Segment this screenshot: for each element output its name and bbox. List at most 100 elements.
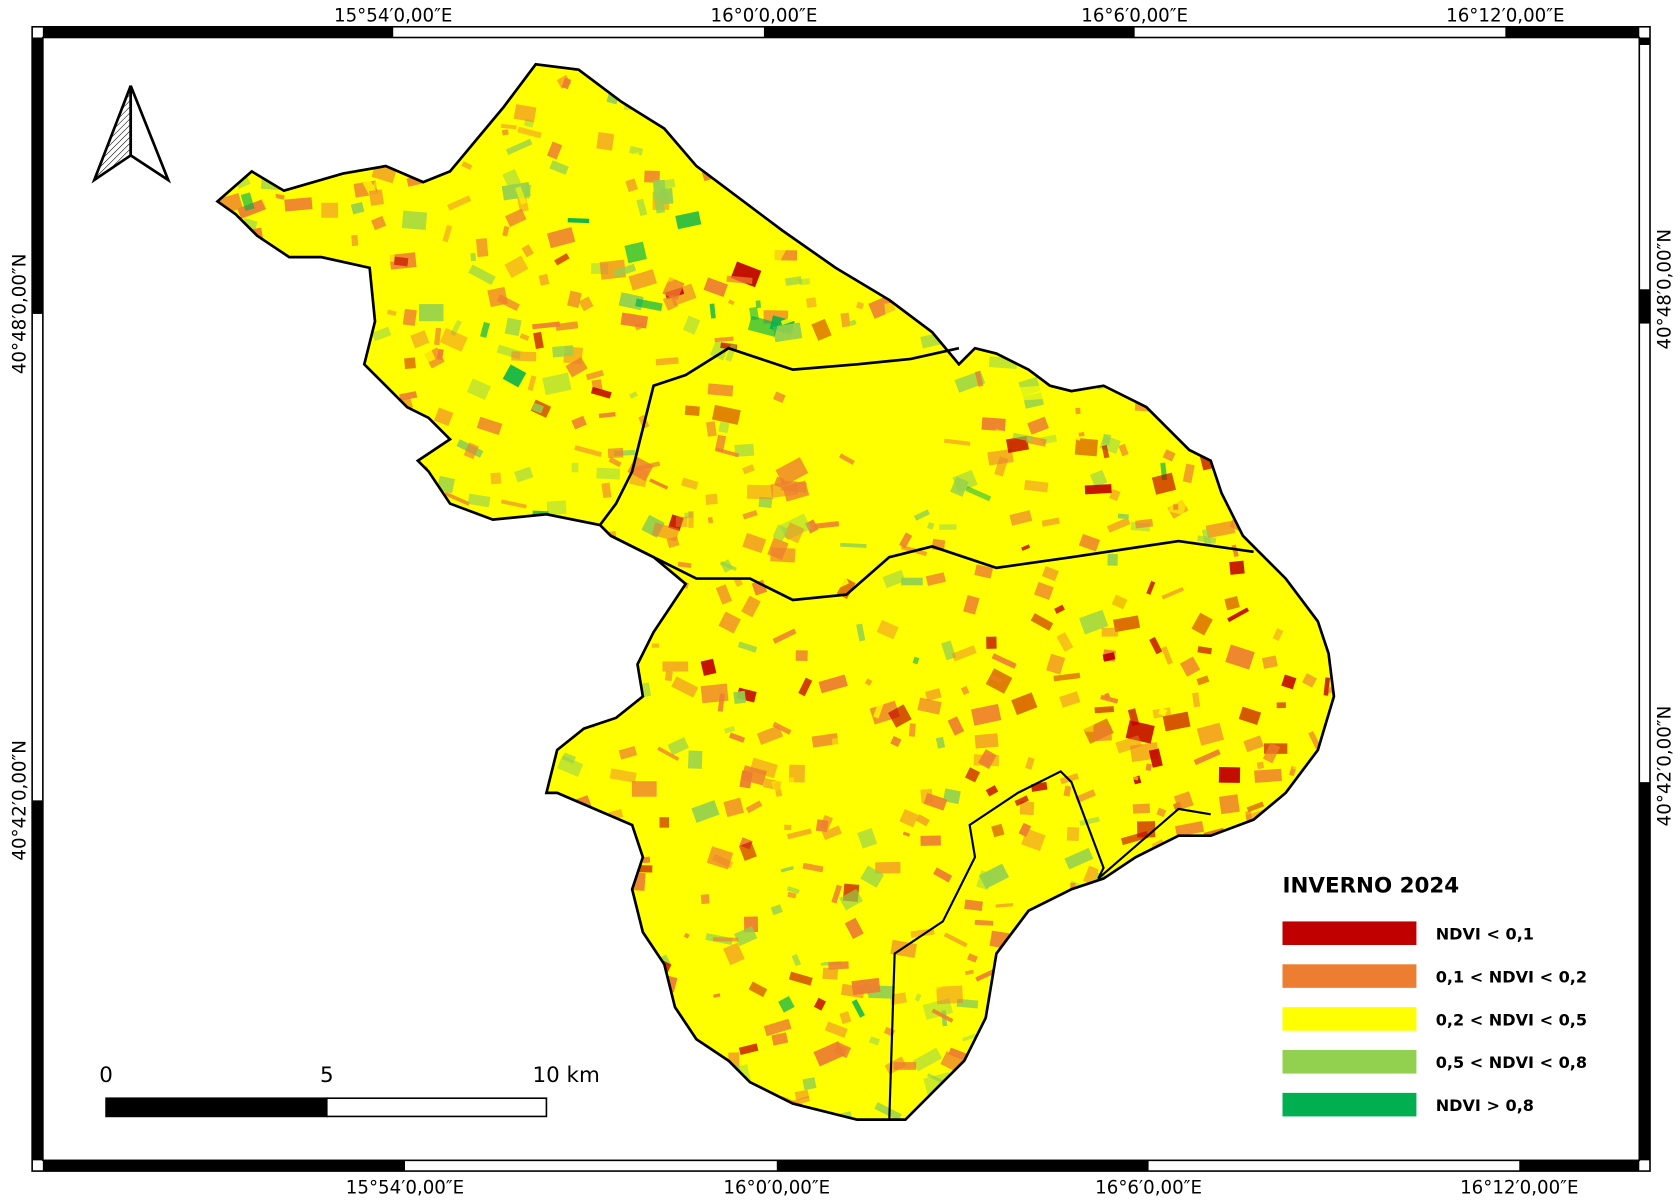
ndvi-patch <box>771 1032 789 1046</box>
ndvi-patch <box>667 737 689 756</box>
ndvi-patch <box>1014 795 1029 807</box>
ndvi-patch <box>675 516 688 528</box>
ndvi-patch <box>664 272 685 284</box>
ndvi-patch <box>1056 632 1074 652</box>
ndvi-patch <box>1281 674 1297 690</box>
ndvi-patch <box>372 181 396 196</box>
ndvi-patch <box>660 187 674 205</box>
ndvi-patch <box>1179 656 1201 677</box>
ndvi-patch <box>1012 432 1034 442</box>
ndvi-patch <box>608 457 622 468</box>
ndvi-patch <box>532 321 561 330</box>
ndvi-patch <box>1034 581 1054 601</box>
ndvi-patch <box>788 764 805 783</box>
ndvi-patch <box>1093 725 1112 742</box>
ndvi-patch <box>963 595 980 615</box>
ndvi-patch <box>546 141 563 160</box>
ndvi-patch <box>664 670 673 682</box>
ndvi-patch <box>517 126 542 139</box>
ndvi-patch <box>580 231 607 248</box>
ndvi-patch <box>778 996 795 1013</box>
ndvi-patch <box>567 218 590 224</box>
ndvi-patch <box>521 244 534 258</box>
ndvi-patch <box>1079 816 1100 826</box>
ndvi-patch <box>393 256 409 267</box>
ndvi-patch <box>502 168 521 189</box>
ndvi-patch <box>1224 596 1240 611</box>
ndvi-patch <box>920 788 933 804</box>
ndvi-patch <box>533 331 544 350</box>
ndvi-patch <box>1135 518 1154 529</box>
ndvi-patch <box>1054 604 1065 614</box>
ndvi-patch <box>1059 691 1081 708</box>
ndvi-patch <box>1196 675 1210 686</box>
ndvi-patch <box>791 954 802 967</box>
longitude-label: 16°12′0,00″E <box>1446 5 1564 26</box>
ndvi-patch <box>802 1077 817 1091</box>
ndvi-patch <box>964 969 974 976</box>
ndvi-patch <box>371 326 392 342</box>
ndvi-patch <box>726 275 753 284</box>
ndvi-patch <box>1272 628 1284 641</box>
ndvi-patch <box>887 704 912 728</box>
ndvi-patch <box>868 1036 881 1046</box>
ndvi-patch <box>986 636 997 649</box>
ndvi-patch <box>649 478 669 490</box>
ndvi-patch <box>770 904 783 916</box>
ndvi-patch <box>1146 580 1156 595</box>
ndvi-patch <box>700 658 717 676</box>
ndvi-patch <box>943 932 968 948</box>
ndvi-patch <box>1156 807 1167 818</box>
latitude-label: 40°48′0,00″N <box>1654 229 1675 350</box>
ndvi-patch <box>1118 443 1129 457</box>
ndvi-patch <box>1302 673 1318 688</box>
ndvi-patch <box>727 299 735 306</box>
ndvi-patch <box>708 825 737 846</box>
ndvi-patch <box>1054 587 1071 602</box>
ndvi-patch <box>549 160 569 175</box>
ndvi-patch <box>1218 767 1241 783</box>
ndvi-patch <box>663 178 676 189</box>
ndvi-patch <box>1079 609 1109 635</box>
ndvi-patch <box>952 469 978 493</box>
ndvi-patch <box>948 1047 967 1061</box>
ndvi-patch <box>723 797 745 818</box>
ndvi-patch <box>659 817 669 828</box>
longitude-label: 16°6′0,00″E <box>1095 1178 1202 1199</box>
ndvi-patch <box>601 482 612 499</box>
ndvi-patch <box>780 313 805 326</box>
ndvi-patch <box>565 357 588 378</box>
ndvi-patch <box>836 577 856 600</box>
ndvi-patch <box>813 997 827 1011</box>
ndvi-patch <box>505 138 533 156</box>
ndvi-patch <box>902 831 911 837</box>
ndvi-patch <box>683 932 690 939</box>
ndvi-patch <box>490 472 502 485</box>
ndvi-patch <box>756 238 787 266</box>
ndvi-patch <box>511 351 537 362</box>
ndvi-patch <box>651 643 660 648</box>
ndvi-patch <box>612 125 636 147</box>
ndvi-patch <box>596 467 621 480</box>
ndvi-patch <box>1161 646 1173 665</box>
ndvi-patch <box>737 641 758 653</box>
ndvi-patch <box>754 1067 778 1091</box>
ndvi-patch <box>681 477 699 490</box>
ndvi-patch <box>1053 672 1081 682</box>
ndvi-patch <box>1021 828 1046 852</box>
ndvi-patch <box>1018 822 1032 837</box>
ndvi-patch <box>771 776 796 792</box>
ndvi-patch <box>794 1089 810 1101</box>
ndvi-patch <box>857 828 878 849</box>
ndvi-patch <box>876 619 899 640</box>
ndvi-patch <box>642 856 651 864</box>
legend-swatch <box>1282 1007 1417 1031</box>
ndvi-patch <box>1162 711 1191 732</box>
ndvi-patch <box>531 402 544 414</box>
ndvi-patch <box>811 956 824 964</box>
ndvi-patch <box>1128 558 1156 574</box>
ndvi-patch <box>1064 847 1094 870</box>
ndvi-patch <box>912 1047 943 1072</box>
ndvi-patch <box>444 491 470 506</box>
